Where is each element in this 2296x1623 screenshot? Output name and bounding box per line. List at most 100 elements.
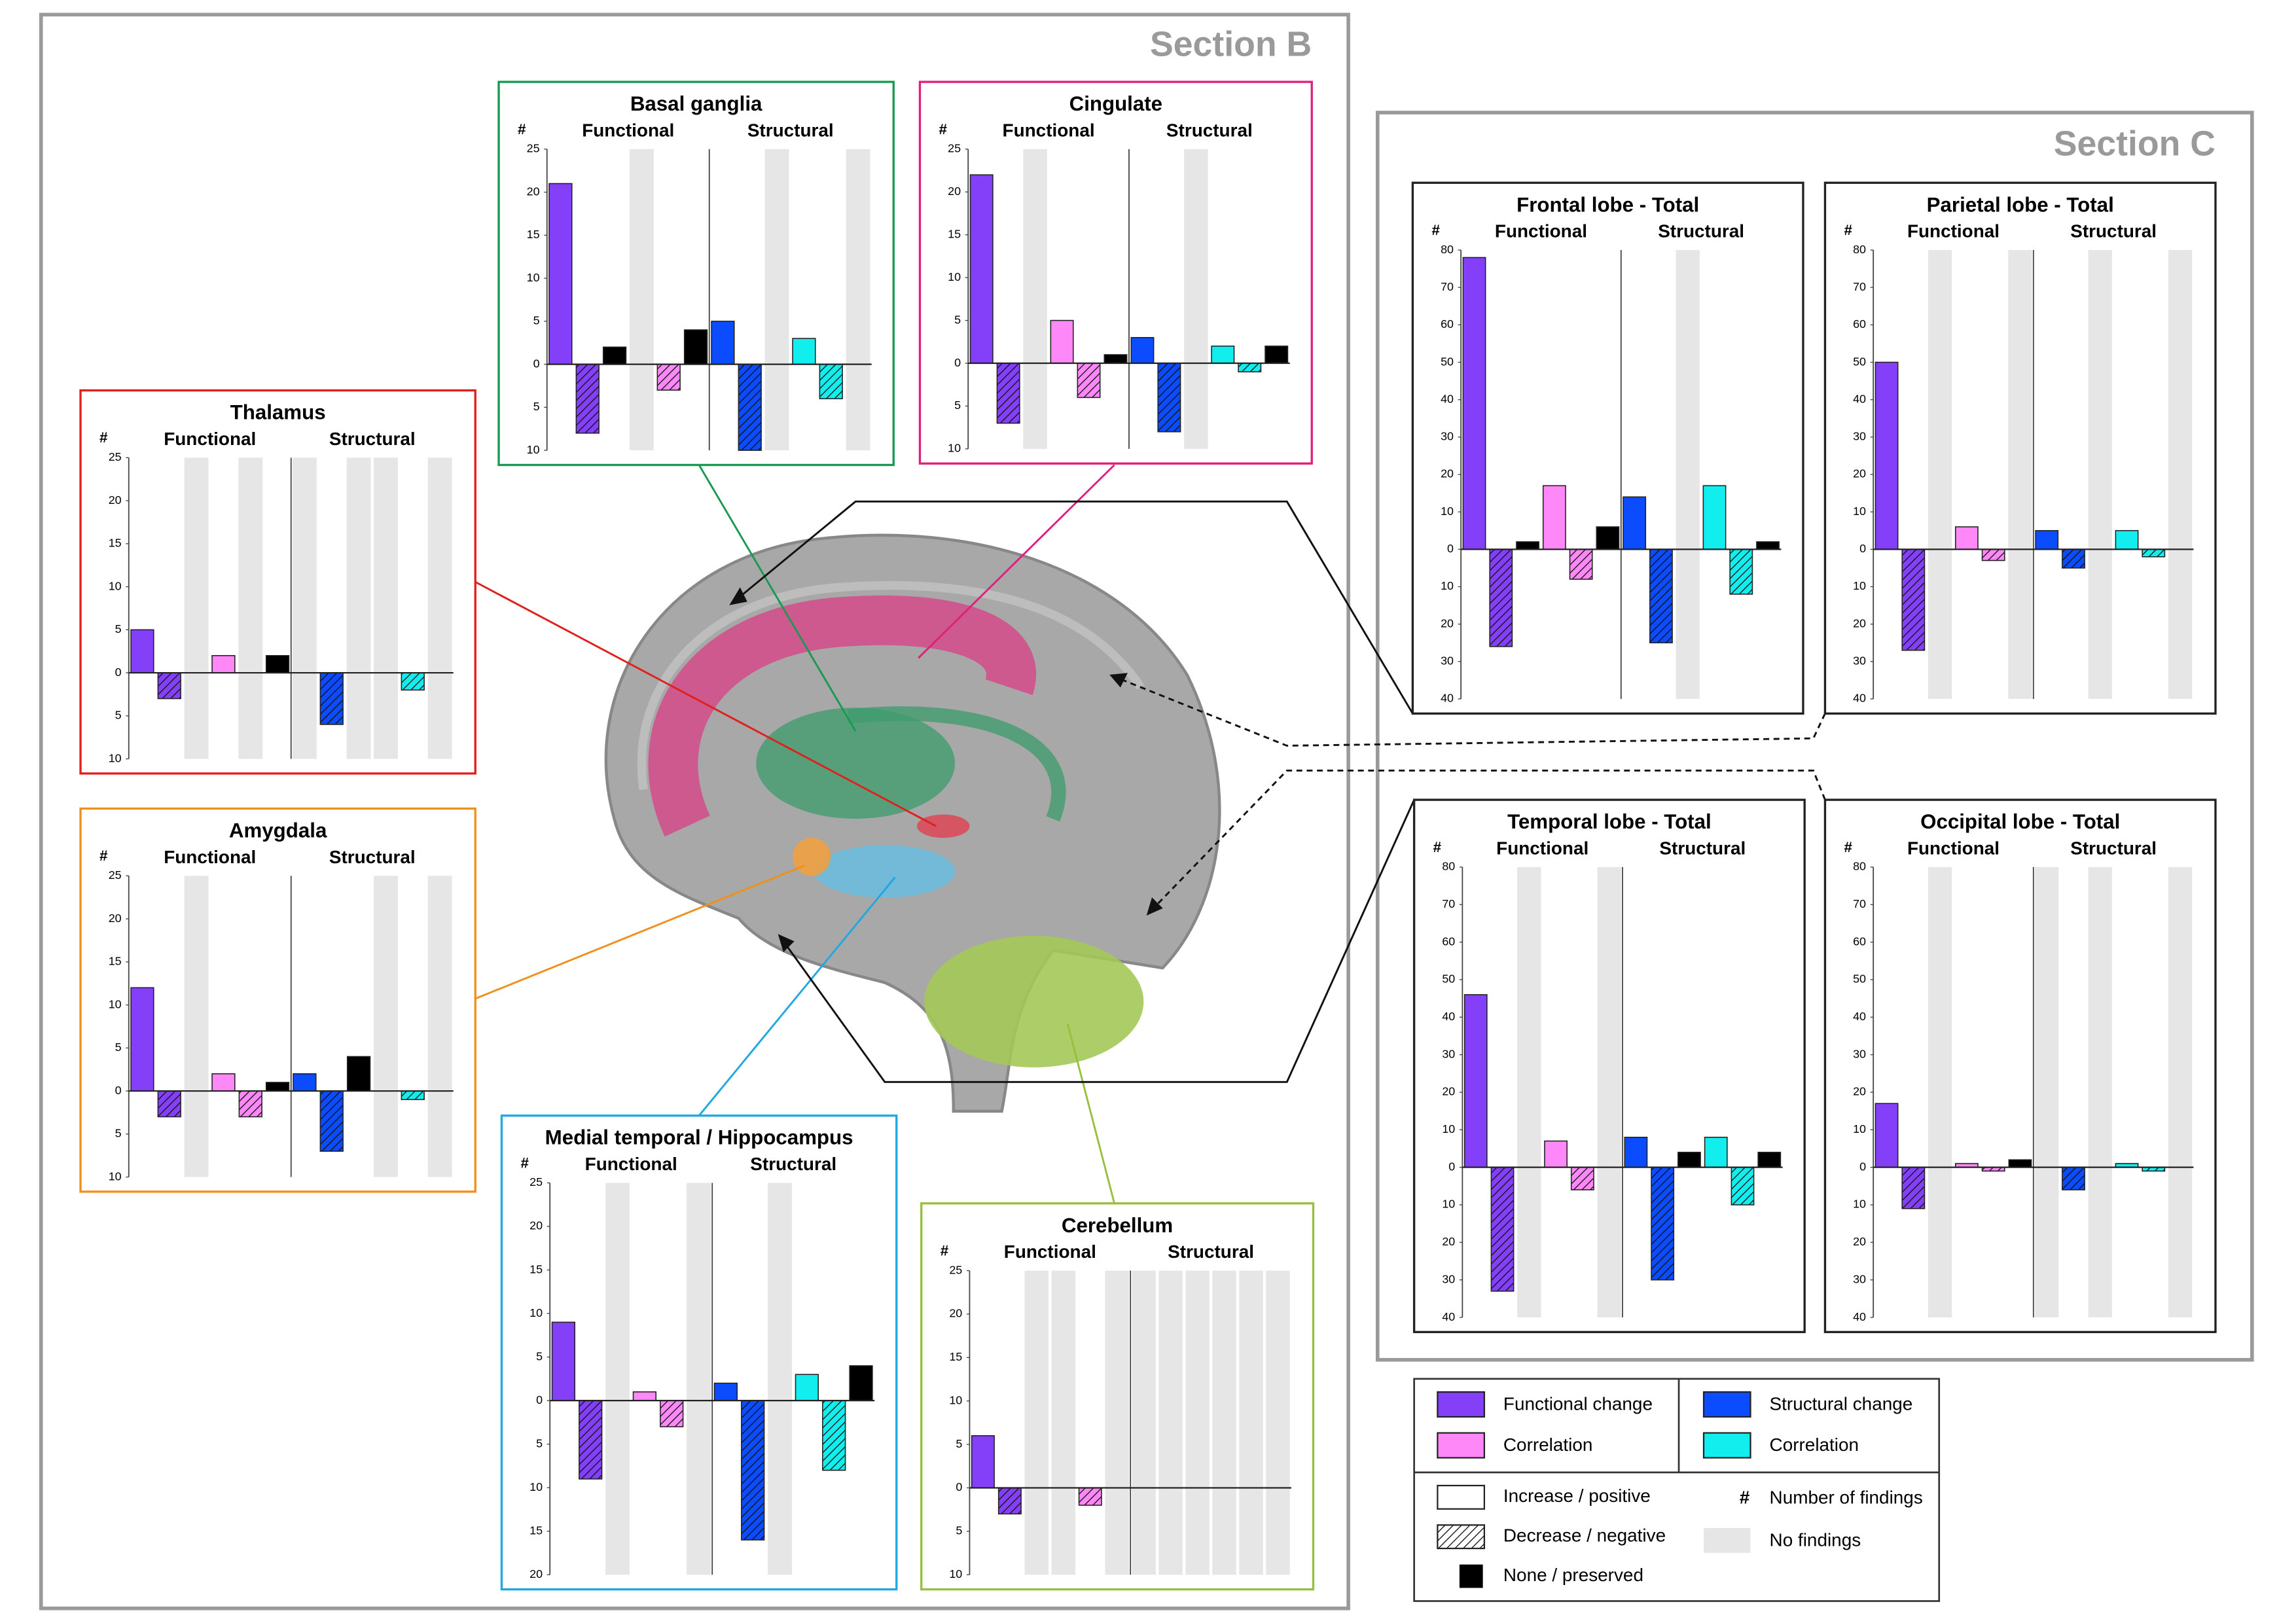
y-tick-label: 20 bbox=[1441, 616, 1454, 630]
y-tick-label: 20 bbox=[1442, 1235, 1455, 1248]
group-label: Structural bbox=[1658, 221, 1744, 241]
y-tick-label: 10 bbox=[948, 270, 961, 283]
y-tick-label: 80 bbox=[1441, 243, 1454, 256]
group-label: Structural bbox=[2070, 838, 2157, 858]
bar-increase bbox=[548, 183, 573, 365]
y-tick-label: 20 bbox=[529, 1567, 543, 1580]
group-label: Structural bbox=[750, 1154, 836, 1174]
bar-increase bbox=[632, 1391, 657, 1401]
connector bbox=[698, 876, 896, 1116]
no-findings-band bbox=[1051, 1270, 1076, 1575]
y-tick-label: 10 bbox=[109, 1169, 122, 1183]
chart-title: Basal ganglia bbox=[630, 92, 762, 115]
y-tick-label: 20 bbox=[1853, 467, 1866, 480]
no-findings-band bbox=[2088, 866, 2112, 1318]
y-tick-label: 40 bbox=[1442, 1010, 1455, 1023]
y-tick-label: 10 bbox=[1441, 579, 1454, 592]
y-tick-label: 40 bbox=[1853, 1010, 1866, 1023]
y-tick-label: 20 bbox=[948, 185, 961, 198]
y-tick-label: 10 bbox=[529, 1306, 543, 1319]
bar-decrease bbox=[1981, 548, 2005, 562]
bar-increase bbox=[1874, 361, 1899, 550]
group-label: Functional bbox=[1003, 120, 1095, 140]
y-tick-label: 0 bbox=[1859, 1160, 1866, 1173]
group-label: Functional bbox=[1907, 838, 2000, 858]
no-findings-band bbox=[373, 457, 398, 759]
y-axis-label: # bbox=[99, 429, 108, 446]
bar-decrease bbox=[997, 1487, 1022, 1515]
bar-none bbox=[2008, 1159, 2032, 1168]
y-tick-label: 0 bbox=[533, 357, 540, 370]
bar-increase bbox=[1211, 346, 1235, 364]
y-tick-label: 20 bbox=[529, 1219, 543, 1232]
y-tick-label: 5 bbox=[536, 1436, 543, 1450]
y-tick-label: 30 bbox=[1441, 430, 1454, 443]
no-findings-band bbox=[2168, 866, 2193, 1318]
group-label: Functional bbox=[1907, 221, 2000, 241]
y-tick-label: 80 bbox=[1853, 243, 1866, 256]
y-tick-label: 25 bbox=[529, 1175, 543, 1188]
bar-increase bbox=[1874, 1103, 1899, 1168]
y-tick-label: 30 bbox=[1441, 654, 1454, 668]
group-label: Structural bbox=[1168, 1241, 1254, 1262]
chart-title: Frontal lobe - Total bbox=[1516, 193, 1699, 216]
y-tick-label: 60 bbox=[1853, 317, 1866, 330]
no-findings-band bbox=[238, 457, 263, 759]
no-findings-band bbox=[1676, 250, 1700, 699]
y-tick-label: 25 bbox=[949, 1263, 962, 1276]
y-tick-label: 30 bbox=[1853, 1272, 1866, 1285]
basal-ganglia-region bbox=[847, 706, 1066, 822]
y-tick-label: 20 bbox=[1853, 1085, 1866, 1098]
bar-increase bbox=[711, 321, 735, 365]
bar-decrease bbox=[1649, 548, 1673, 644]
y-axis-label: # bbox=[1844, 222, 1852, 238]
bar-increase bbox=[1130, 337, 1155, 364]
hippocampus-region bbox=[814, 845, 956, 898]
no-findings-band bbox=[1023, 149, 1047, 449]
y-tick-label: 5 bbox=[956, 1524, 962, 1537]
y-tick-label: 20 bbox=[949, 1307, 962, 1320]
y-tick-label: 15 bbox=[527, 228, 540, 241]
bar-increase bbox=[130, 987, 154, 1092]
y-tick-label: 25 bbox=[527, 142, 540, 155]
legend-swatch bbox=[1437, 1391, 1485, 1418]
bar-increase bbox=[1623, 496, 1647, 550]
y-tick-label: 10 bbox=[1853, 579, 1866, 592]
bar-decrease bbox=[819, 363, 843, 400]
legend-label: None / preserved bbox=[1503, 1565, 1643, 1585]
group-label: Functional bbox=[1004, 1241, 1096, 1262]
legend-label: No findings bbox=[1770, 1529, 1861, 1550]
bar-increase bbox=[130, 629, 154, 673]
no-findings-band bbox=[184, 457, 209, 759]
y-tick-label: 70 bbox=[1853, 897, 1866, 910]
connector bbox=[918, 464, 1115, 659]
bar-decrease bbox=[238, 1090, 262, 1118]
no-findings-band bbox=[292, 457, 317, 759]
y-tick-label: 0 bbox=[1447, 542, 1454, 555]
y-tick-label: 80 bbox=[1442, 860, 1455, 873]
no-findings-band bbox=[605, 1183, 630, 1575]
y-tick-label: 5 bbox=[115, 1127, 122, 1140]
y-tick-label: 10 bbox=[1441, 505, 1454, 518]
connector bbox=[475, 580, 937, 827]
y-tick-label: 40 bbox=[1853, 1310, 1866, 1323]
bar-decrease bbox=[1157, 363, 1181, 433]
bar-decrease bbox=[1729, 548, 1753, 595]
bar-none bbox=[1757, 1151, 1782, 1168]
y-tick-label: 5 bbox=[954, 313, 961, 326]
chart-title: Temporal lobe - Total bbox=[1507, 810, 1712, 833]
connector bbox=[698, 464, 857, 732]
bar-increase bbox=[713, 1382, 738, 1401]
bar-decrease bbox=[319, 1090, 344, 1152]
legend-label: Correlation bbox=[1503, 1435, 1593, 1455]
no-findings-band bbox=[1024, 1270, 1049, 1575]
y-tick-label: 10 bbox=[1442, 1122, 1455, 1135]
y-tick-label: 10 bbox=[948, 442, 961, 455]
connector bbox=[1066, 1023, 1116, 1204]
chart-frame bbox=[79, 389, 476, 775]
bar-decrease bbox=[2062, 548, 2085, 569]
y-tick-label: 60 bbox=[1853, 935, 1866, 948]
bar-increase bbox=[2115, 529, 2139, 550]
bar-decrease bbox=[579, 1400, 603, 1480]
